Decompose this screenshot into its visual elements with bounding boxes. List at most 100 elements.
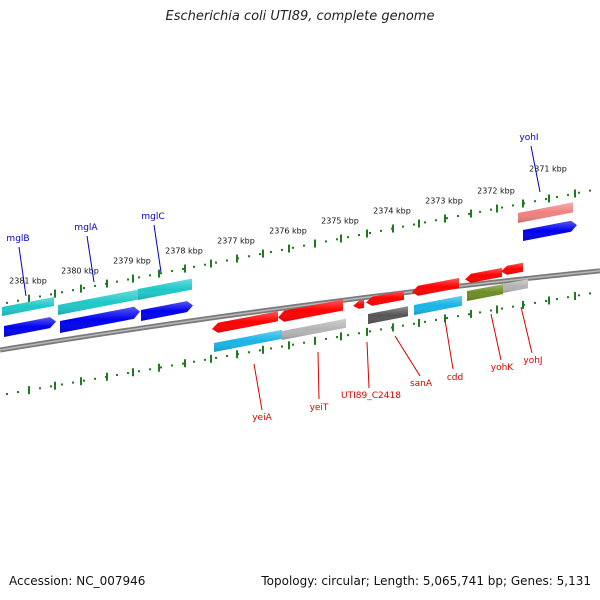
scale-tick [340,332,342,341]
leader-line-mglA [86,235,95,283]
scale-tick [184,264,186,273]
gene-label-yeiA: yeiA [252,413,272,423]
cds-yeiA-rna-shade [214,329,282,352]
scale-dot [567,296,569,299]
scale-dot [248,255,250,258]
scale-tick [262,249,264,258]
scale-dot [402,225,404,228]
genome-summary-text: Topology: circular; Length: 5,065,741 bp… [261,574,591,588]
scale-dot [171,270,173,273]
scale-dot [424,221,426,224]
tick-label: 2375 kbp [321,217,359,226]
scale-dot [94,284,96,287]
backbone-layer [0,268,600,353]
cds-mglA-shade [60,306,140,333]
scale-tick [496,305,498,314]
scale-dot [270,347,272,350]
feature-layer [2,202,577,352]
scale-dot [369,231,371,234]
cds-yeiA-shade [212,311,278,333]
leader-line-yeiA [253,363,263,411]
scale-tick [210,354,212,363]
scale-tick [54,381,56,390]
scale-dot [50,293,52,296]
cds-yohI-rna-shade [518,202,573,223]
scale-dot [358,332,360,335]
scale-dot [457,315,459,318]
scale-dot [303,244,305,247]
scale-dot [325,240,327,243]
scale-dot [6,301,8,304]
scale-tick [106,279,108,288]
cds-yohK-rna-shade [467,284,503,301]
scale-dot [468,313,470,316]
scale-tick [288,244,290,253]
scale-tick [28,386,30,395]
scale-tick [470,209,472,218]
scale-dot [72,381,74,384]
scale-dot [215,261,217,264]
cds-sanA-shade [366,290,404,306]
scale-dot [468,212,470,215]
tick-label: 2377 kbp [217,237,255,246]
cds-cdd-rna-shade [414,295,462,315]
scale-dot [259,253,261,256]
tick-label: 2372 kbp [477,187,515,196]
scale-dot [501,206,503,209]
scale-tick [444,314,446,323]
cds-mglC-shade [141,301,193,321]
scale-tick [236,254,238,263]
scale-dot [127,278,129,281]
gene-label-sanA: sanA [410,379,433,389]
scale-dot [292,343,294,346]
tick-label: 2379 kbp [113,257,151,266]
scale-dot [589,189,591,192]
scale-tick [366,229,368,238]
tick-label: 2373 kbp [425,197,463,206]
scale-dot [479,210,481,213]
scale-dot [259,349,261,352]
leader-line-yohK [490,313,502,361]
cds-mglA-rna-shade [58,289,138,315]
scale-tick [470,309,472,318]
cds-yeiT-shade [278,299,343,322]
scale-tick [28,294,30,303]
scale-dot [424,320,426,323]
scale-dot [149,368,151,371]
scale-dot [72,289,74,292]
cds-sanA-rna-shade [368,306,408,324]
accession-text: Accession: NC_007946 [9,574,146,588]
scale-dot [336,238,338,241]
tick-label: 2376 kbp [269,227,307,236]
gene-label-mglA: mglA [74,223,98,233]
scale-dot [380,229,382,232]
scale-dot [534,301,536,304]
scale-dots-layer [6,189,591,395]
scale-dot [501,307,503,310]
scale-dot [545,198,547,201]
scale-tick [314,239,316,248]
scale-dot [490,309,492,312]
scale-dot [534,200,536,203]
gene-label-mglB: mglB [6,234,29,244]
leader-line-UTI89_C2418 [366,341,370,389]
scale-dot [369,330,371,333]
scale-dot [435,219,437,222]
scale-tick [314,336,316,345]
scale-tick [132,274,134,283]
scale-dot [479,311,481,314]
scale-dot [512,204,514,207]
scale-tick [262,345,264,354]
gene-label-yeiT: yeiT [310,403,329,413]
scale-dot [270,251,272,254]
scale-dot [292,246,294,249]
scale-tick [574,291,576,300]
cds-mglB-rna-shade [2,297,54,316]
scale-dot [83,379,85,382]
scale-tick [418,219,420,228]
scale-tick [522,199,524,208]
scale-dot [347,334,349,337]
scale-dot [545,299,547,302]
scale-dot [182,362,184,365]
